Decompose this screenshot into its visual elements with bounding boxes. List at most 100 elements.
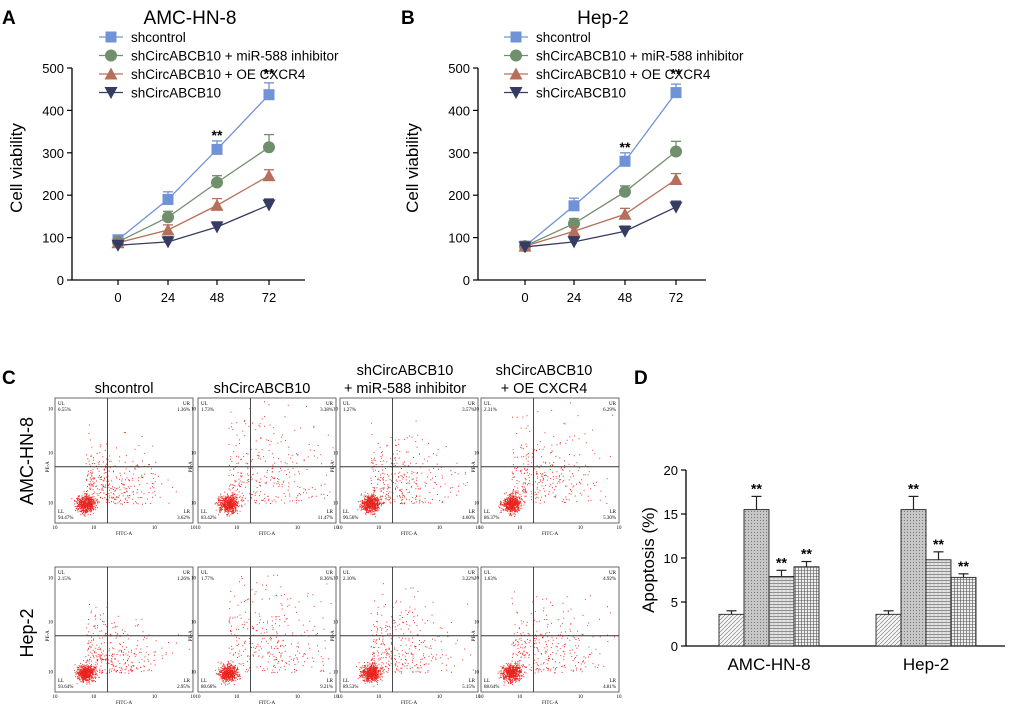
y-tick-label: 100 bbox=[42, 231, 64, 246]
quadrant-label-lr: LR bbox=[184, 510, 191, 515]
data-point-shcontrol bbox=[263, 89, 275, 101]
quadrant-label-ll: LL bbox=[484, 679, 490, 684]
circle-marker-icon bbox=[105, 49, 117, 62]
down-triangle-marker-icon bbox=[509, 87, 523, 99]
data-point-shcontrol bbox=[162, 193, 174, 205]
quadrant-pct-ul: 2.15% bbox=[58, 577, 71, 582]
quadrant-pct-ur: 4.92% bbox=[603, 577, 616, 582]
quadrant-pct-ur: 1.36% bbox=[177, 408, 190, 413]
flow-y-tick: 10 bbox=[48, 501, 54, 506]
flow-x-tick: 10 bbox=[152, 695, 158, 700]
y-tick-label: 500 bbox=[448, 61, 470, 76]
legend-label-shcontrol: shcontrol bbox=[131, 30, 186, 45]
chart-b-ylabel: Cell viability bbox=[403, 123, 422, 213]
chart-d-ylabel: Apoptosis (%) bbox=[639, 507, 658, 613]
quadrant-label-ur: UR bbox=[609, 571, 617, 576]
bar bbox=[925, 559, 952, 647]
x-tick-label: 48 bbox=[210, 290, 224, 305]
flow-plot-frame bbox=[54, 566, 194, 693]
down-triangle-marker-icon bbox=[104, 87, 118, 99]
flow-dot-cloud bbox=[357, 420, 468, 518]
quadrant-label-ul: UL bbox=[484, 402, 491, 407]
data-point-shCirc bbox=[161, 236, 175, 249]
data-point-oe bbox=[618, 207, 632, 220]
flow-plot-frame bbox=[197, 397, 337, 524]
panel-letter-c: C bbox=[2, 368, 16, 389]
series-line-inhibitor bbox=[524, 151, 677, 247]
data-point-oe bbox=[262, 169, 276, 182]
quadrant-label-ul: UL bbox=[343, 402, 350, 407]
triangle-marker-icon bbox=[509, 67, 523, 80]
flow-yaxis-title: PE-A bbox=[46, 461, 51, 473]
x-tick-label: 72 bbox=[262, 290, 276, 305]
flow-col-header-2: shCircABCB10 bbox=[214, 381, 311, 397]
series-line-oe bbox=[524, 178, 677, 247]
flow-y-tick: 10 bbox=[191, 408, 197, 413]
quadrant-pct-ul: 1.63% bbox=[484, 577, 497, 582]
flow-y-tick: 10 bbox=[191, 501, 197, 506]
panel-letter-a: A bbox=[2, 8, 16, 29]
flow-yaxis-title: PE-A bbox=[189, 461, 194, 473]
quadrant-label-ll: LL bbox=[201, 510, 207, 515]
data-point-inhibitor bbox=[670, 145, 682, 158]
flow-y-tick: 10 bbox=[48, 577, 54, 582]
quadrant-label-ur: UR bbox=[609, 402, 617, 407]
x-tick-label: 48 bbox=[618, 290, 632, 305]
series-line-shcontrol bbox=[524, 92, 677, 247]
y-tick-label: 400 bbox=[42, 103, 64, 118]
flow-y-tick: 10 bbox=[191, 577, 197, 582]
flow-x-tick: 10 bbox=[295, 695, 301, 700]
flow-plot: UL1.63%UR4.92%LL88.64%LR4.81%FITC-APE-A1… bbox=[472, 566, 623, 706]
bar bbox=[950, 576, 977, 647]
quadrant-pct-ur: 8.36% bbox=[320, 577, 333, 582]
data-point-shCirc bbox=[567, 236, 581, 249]
quadrant-pct-ll: 86.37% bbox=[484, 516, 499, 521]
flow-plot: UL2.31%UR6.29%LL86.37%LR5.30%FITC-APE-A1… bbox=[472, 397, 623, 537]
flow-cytometry-grid: UL0.55%UR1.36%LL94.47%LR3.62%FITC-APE-A1… bbox=[46, 397, 623, 706]
flow-x-tick: 10 bbox=[578, 526, 584, 531]
bar bbox=[875, 613, 902, 647]
chart-b-title: Hep-2 bbox=[577, 8, 629, 29]
bar bbox=[718, 613, 745, 647]
quadrant-label-lr: LR bbox=[327, 510, 334, 515]
y-tick-label: 200 bbox=[448, 188, 470, 203]
bar-chart-apoptosis: 0 5 10 15 20 ** ** ** AMC-HN-8 ** ** ** Hep-2 bbox=[664, 463, 1005, 674]
y-tick-label: 300 bbox=[448, 146, 470, 161]
x-tick-label: 24 bbox=[161, 290, 175, 305]
series-line-oe bbox=[117, 175, 270, 244]
bar bbox=[743, 509, 770, 647]
flow-x-tick: 10 bbox=[196, 695, 202, 700]
quadrant-label-ul: UL bbox=[58, 402, 65, 407]
flow-yaxis-title: PE-A bbox=[331, 630, 336, 642]
flow-y-tick: 10 bbox=[48, 620, 54, 625]
quadrant-pct-lr: 4.81% bbox=[603, 685, 616, 690]
flow-x-tick: 10 bbox=[437, 695, 443, 700]
significance-mark: ** bbox=[751, 480, 762, 496]
flow-x-tick: 10 bbox=[617, 526, 623, 531]
bar bbox=[793, 566, 820, 647]
legend-a: shcontrol shCircABCB10 + miR-588 inhibito… bbox=[99, 30, 339, 101]
y-tick-label: 0 bbox=[57, 273, 64, 288]
x-tick-label: 0 bbox=[114, 290, 121, 305]
flow-y-tick: 10 bbox=[474, 577, 480, 582]
flow-xaxis-title: FITC-A bbox=[259, 701, 276, 706]
line-chart-hep-2: 0 100 200 300 400 500 0 24 48 72 ** ** bbox=[448, 61, 706, 305]
flow-x-tick: 10 bbox=[479, 695, 485, 700]
flow-y-tick: 10 bbox=[191, 620, 197, 625]
flow-xaxis-title: FITC-A bbox=[116, 701, 133, 706]
quadrant-pct-ul: 1.73% bbox=[201, 408, 214, 413]
square-marker-icon bbox=[105, 31, 117, 43]
quadrant-pct-lr: 4.60% bbox=[462, 516, 475, 521]
significance-mark: ** bbox=[908, 480, 919, 496]
data-point-shCirc bbox=[111, 239, 125, 252]
series-line-shCirc bbox=[117, 204, 270, 246]
data-point-shCirc bbox=[518, 241, 532, 254]
y-tick-label: 300 bbox=[42, 146, 64, 161]
quadrant-label-ur: UR bbox=[468, 402, 476, 407]
flow-x-tick: 10 bbox=[617, 695, 623, 700]
significance-mark: ** bbox=[933, 536, 944, 552]
quadrant-label-lr: LR bbox=[610, 510, 617, 515]
